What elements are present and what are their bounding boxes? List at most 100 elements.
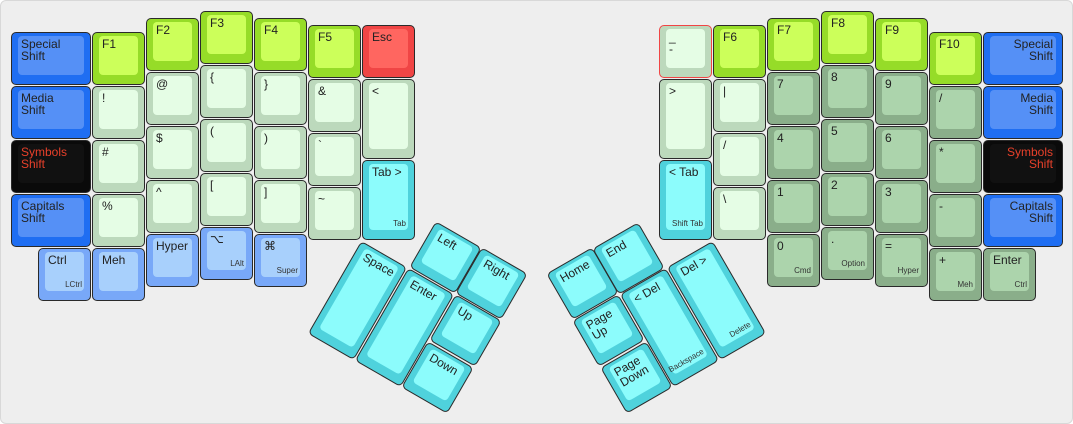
key-f2[interactable]: F2 — [146, 18, 199, 71]
key-hyper[interactable]: Hyper — [146, 234, 199, 287]
key-symbol[interactable]: / — [713, 133, 766, 186]
key-f7[interactable]: F7 — [767, 18, 820, 71]
key-label: ` — [318, 138, 322, 152]
key-special-shift[interactable]: Special Shift — [983, 32, 1063, 85]
keycap-top: F8 — [828, 15, 867, 54]
keycap-top: F6 — [720, 29, 759, 68]
keycap-top: ) — [261, 130, 300, 169]
key-symbol[interactable]: = Hyper — [875, 234, 928, 287]
keycap-top: & — [315, 83, 354, 122]
key-7[interactable]: 7 — [767, 72, 820, 125]
key-symbol[interactable]: _ - — [659, 25, 712, 78]
key-2[interactable]: 2 — [821, 173, 874, 226]
key-capitals-shift[interactable]: Capitals Shift — [983, 194, 1063, 247]
key-9[interactable]: 9 — [875, 72, 928, 125]
keycap-top: ⌘ Super — [261, 238, 300, 277]
key-label: ~ — [318, 192, 326, 206]
key-capitals-shift[interactable]: Capitals Shift — [11, 194, 91, 247]
key-label: ⌥ — [210, 232, 224, 246]
key-symbol[interactable]: & — [308, 79, 361, 132]
key-symbol[interactable]: / — [929, 86, 982, 139]
keycap-top: . Option — [828, 231, 867, 270]
key-label: # — [102, 145, 109, 159]
key-label: [ — [210, 178, 214, 192]
key-8[interactable]: 8 — [821, 65, 874, 118]
key-5[interactable]: 5 — [821, 119, 874, 172]
key-media-shift[interactable]: Media Shift — [983, 86, 1063, 139]
key-0[interactable]: 0 Cmd — [767, 234, 820, 287]
key-label: ) — [264, 131, 268, 145]
key-symbol[interactable]: . Option — [821, 227, 874, 280]
key-symbol[interactable]: { — [200, 65, 253, 118]
keycap-top: F4 — [261, 22, 300, 61]
key-label: F1 — [102, 37, 117, 51]
key-symbols-shift[interactable]: Symbols Shift — [983, 140, 1063, 193]
key-f4[interactable]: F4 — [254, 18, 307, 71]
key-ctrl[interactable]: Ctrl LCtrl — [38, 248, 91, 301]
keycap-top: [ — [207, 177, 246, 216]
key-enter[interactable]: Enter Ctrl — [983, 248, 1036, 301]
key-symbol[interactable]: } — [254, 72, 307, 125]
key-media-shift[interactable]: Media Shift — [11, 86, 91, 139]
key-symbol[interactable]: $ — [146, 126, 199, 179]
key-symbol[interactable]: < — [362, 79, 415, 159]
key-symbol[interactable]: ) — [254, 126, 307, 179]
key-f8[interactable]: F8 — [821, 11, 874, 64]
key-label: Hyper — [156, 239, 189, 253]
key-6[interactable]: 6 — [875, 126, 928, 179]
key-symbol[interactable]: ( — [200, 119, 253, 172]
key-label: 1 — [777, 185, 784, 199]
key-sublabel: LAlt — [230, 259, 244, 268]
key-symbol[interactable]: > — [659, 79, 712, 159]
keycap-top: 5 — [828, 123, 867, 162]
key-symbol[interactable]: ⌘ Super — [254, 234, 307, 287]
key-f6[interactable]: F6 — [713, 25, 766, 78]
key-symbol[interactable]: \ — [713, 187, 766, 240]
keycap-top: $ — [153, 130, 192, 169]
key-tab[interactable]: Tab > Tab — [362, 160, 415, 240]
key-label: 5 — [831, 124, 838, 138]
key-sublabel: Super — [276, 266, 298, 275]
keycap-top: Symbols Shift — [18, 144, 84, 183]
keycap-top: } — [261, 76, 300, 115]
key-symbol[interactable]: ~ — [308, 187, 361, 240]
key-symbol[interactable]: | — [713, 79, 766, 132]
key-esc[interactable]: Esc — [362, 25, 415, 78]
key-symbol[interactable]: # — [92, 140, 145, 193]
key-symbol[interactable]: + Meh — [929, 248, 982, 301]
keycap-top: Hyper — [153, 238, 192, 277]
key-4[interactable]: 4 — [767, 126, 820, 179]
key-tab[interactable]: < Tab Shift Tab — [659, 160, 712, 240]
key-symbol[interactable]: ^ — [146, 180, 199, 233]
keycap-top: 3 — [882, 184, 921, 223]
key-meh[interactable]: Meh — [92, 248, 145, 301]
key-symbols-shift[interactable]: Symbols Shift — [11, 140, 91, 193]
key-label: ] — [264, 185, 268, 199]
key-label: < Tab — [669, 165, 699, 179]
key-sublabel: Meh — [957, 280, 973, 289]
key-1[interactable]: 1 — [767, 180, 820, 233]
key-symbol[interactable]: ] — [254, 180, 307, 233]
key-sublabel: Backspace — [667, 346, 706, 375]
key-symbol[interactable]: - — [929, 194, 982, 247]
key-label: ( — [210, 124, 214, 138]
key-f9[interactable]: F9 — [875, 18, 928, 71]
keycap-top: Media Shift — [990, 90, 1056, 129]
key-f10[interactable]: F10 — [929, 32, 982, 85]
key-symbol[interactable]: * — [929, 140, 982, 193]
key-special-shift[interactable]: Special Shift — [11, 32, 91, 85]
key-symbol[interactable]: @ — [146, 72, 199, 125]
key-f3[interactable]: F3 — [200, 11, 253, 64]
key-symbol[interactable]: ` — [308, 133, 361, 186]
keycap-top: Symbols Shift — [990, 144, 1056, 183]
key-f5[interactable]: F5 — [308, 25, 361, 78]
keycap-top: Esc — [369, 29, 408, 68]
keycap-top: Enter Ctrl — [990, 252, 1029, 291]
key-symbol[interactable]: ! — [92, 86, 145, 139]
key-symbol[interactable]: % — [92, 194, 145, 247]
key-3[interactable]: 3 — [875, 180, 928, 233]
key-symbol[interactable]: ⌥ LAlt — [200, 227, 253, 280]
key-f1[interactable]: F1 — [92, 32, 145, 85]
key-symbol[interactable]: [ — [200, 173, 253, 226]
